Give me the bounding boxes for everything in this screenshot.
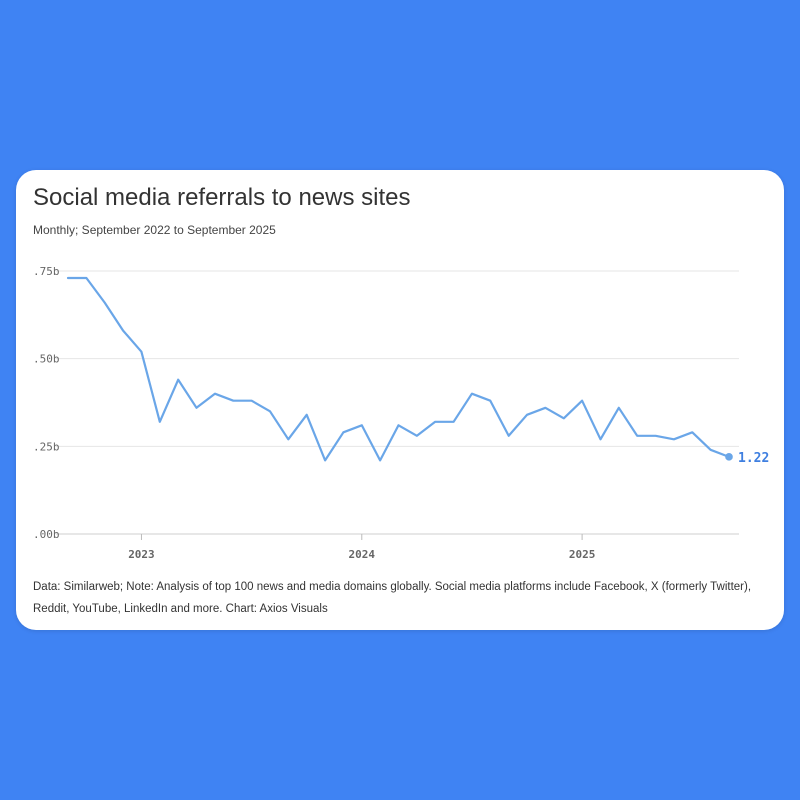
x-tick-label: 2025 xyxy=(569,548,596,561)
y-axis-ticks: .75b .50b .25b .00b xyxy=(33,265,60,541)
line-chart: .75b .50b .25b .00b 2023 2024 2025 1.22 xyxy=(33,265,769,561)
x-axis-ticks: 2023 2024 2025 xyxy=(128,534,595,561)
series-layer: 1.22 xyxy=(66,276,769,466)
end-value-label: 1.22 xyxy=(738,451,769,466)
end-point-marker xyxy=(725,453,733,461)
y-tick-label: .00b xyxy=(33,528,60,541)
chart-title: Social media referrals to news sites xyxy=(33,184,411,211)
source-note: Data: Similarweb; Note: Analysis of top … xyxy=(33,581,752,615)
y-tick-label: .75b xyxy=(33,265,60,278)
chart-card: Social media referrals to news sites Mon… xyxy=(16,170,784,630)
y-tick-label: .50b xyxy=(33,353,60,366)
series-line xyxy=(66,276,731,462)
gridlines xyxy=(56,270,739,535)
x-tick-label: 2024 xyxy=(349,548,376,561)
y-tick-label: .25b xyxy=(33,440,60,453)
chart-subtitle: Monthly; September 2022 to September 202… xyxy=(33,223,276,237)
x-tick-label: 2023 xyxy=(128,548,155,561)
